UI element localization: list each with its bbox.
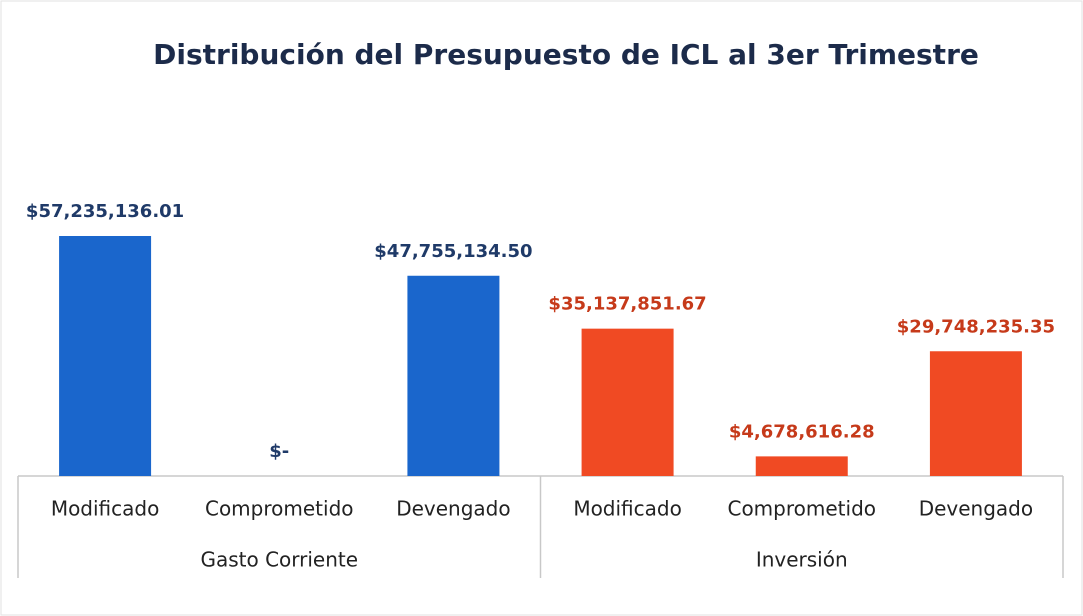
data-label: $- (269, 441, 289, 462)
x-tick-label: Devengado (396, 497, 510, 521)
group-label: Gasto Corriente (200, 548, 358, 572)
x-tick-label: Modificado (51, 497, 160, 521)
x-tick-label: Devengado (919, 497, 1033, 521)
x-tick-label: Comprometido (205, 497, 354, 521)
bar (929, 351, 1022, 476)
group-label: Inversión (756, 548, 848, 572)
bar (59, 236, 152, 476)
x-tick-label: Modificado (573, 497, 682, 521)
data-label: $4,678,616.28 (729, 421, 875, 442)
data-label: $29,748,235.35 (897, 316, 1055, 337)
data-label: $35,137,851.67 (548, 294, 706, 315)
chart-title: Distribución del Presupuesto de ICL al 3… (153, 38, 979, 71)
x-tick-label: Comprometido (727, 497, 876, 521)
bar (581, 328, 674, 476)
data-label: $57,235,136.01 (26, 201, 184, 222)
data-label: $47,755,134.50 (374, 241, 532, 262)
bar (755, 456, 848, 476)
bar (407, 275, 500, 476)
